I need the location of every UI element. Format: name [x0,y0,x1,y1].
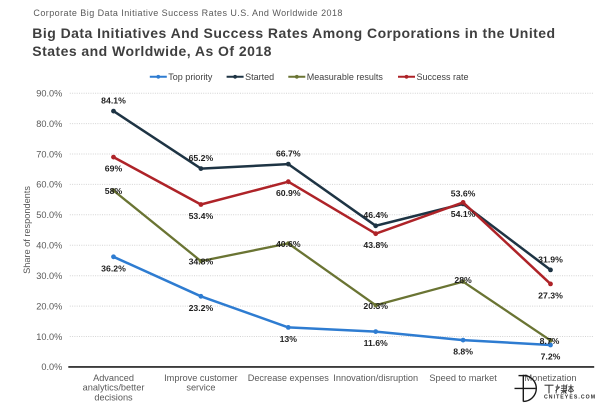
svg-text:20.3%: 20.3% [363,301,388,311]
svg-text:service: service [186,383,215,393]
svg-text:Speed to market: Speed to market [429,373,497,383]
svg-text:84.1%: 84.1% [101,96,126,106]
svg-text:90.0%: 90.0% [36,89,62,99]
svg-text:Improve customer: Improve customer [164,373,238,383]
svg-text:50.0%: 50.0% [36,210,62,220]
svg-text:46.4%: 46.4% [363,210,388,220]
svg-text:analytics/better: analytics/better [83,383,145,393]
svg-text:70.0%: 70.0% [36,149,62,159]
svg-text:Measurable results: Measurable results [307,72,384,82]
svg-text:8.8%: 8.8% [453,347,473,357]
svg-text:53.4%: 53.4% [189,211,214,221]
svg-text:60.0%: 60.0% [36,180,62,190]
svg-text:7.2%: 7.2% [541,352,561,362]
svg-text:28%: 28% [454,275,472,285]
svg-text:20.0%: 20.0% [36,301,62,311]
svg-text:40.0%: 40.0% [36,241,62,251]
svg-text:Success rate: Success rate [417,72,469,82]
svg-text:8.7%: 8.7% [540,336,560,346]
svg-text:Monetization: Monetization [524,373,576,383]
svg-text:58%: 58% [105,186,123,196]
svg-text:Decrease expenses: Decrease expenses [248,373,330,383]
svg-text:10.0%: 10.0% [36,332,62,342]
svg-text:43.8%: 43.8% [363,240,388,250]
svg-text:54.1%: 54.1% [451,209,476,219]
svg-text:66.7%: 66.7% [276,149,301,159]
svg-text:Share of respondents: Share of respondents [22,186,32,274]
svg-text:69%: 69% [105,164,123,174]
svg-text:36.2%: 36.2% [101,263,126,273]
svg-text:23.2%: 23.2% [189,303,214,313]
svg-text:Advanced: Advanced [93,373,134,383]
svg-text:60.9%: 60.9% [276,188,301,198]
svg-text:11.6%: 11.6% [364,338,388,348]
svg-text:Started: Started [245,72,274,82]
svg-text:30.0%: 30.0% [36,271,62,281]
svg-text:80.0%: 80.0% [36,119,62,129]
svg-text:0.0%: 0.0% [41,362,62,372]
svg-text:CNITEYES.COM: CNITEYES.COM [544,395,596,401]
svg-text:40.6%: 40.6% [276,239,301,249]
svg-text:Innovation/disruption: Innovation/disruption [333,373,418,383]
svg-text:53.6%: 53.6% [451,188,476,198]
svg-text:13%: 13% [280,334,298,344]
svg-text:31.9%: 31.9% [538,254,563,264]
svg-text:34.8%: 34.8% [189,257,214,267]
svg-text:decisions: decisions [94,392,133,402]
svg-text:27.3%: 27.3% [538,290,563,300]
svg-text:65.2%: 65.2% [189,153,214,163]
svg-text:Top priority: Top priority [168,72,213,82]
